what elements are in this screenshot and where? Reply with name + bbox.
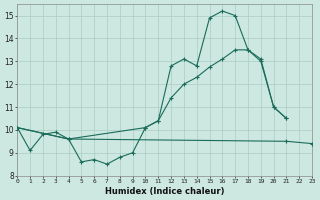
X-axis label: Humidex (Indice chaleur): Humidex (Indice chaleur) [105, 187, 224, 196]
